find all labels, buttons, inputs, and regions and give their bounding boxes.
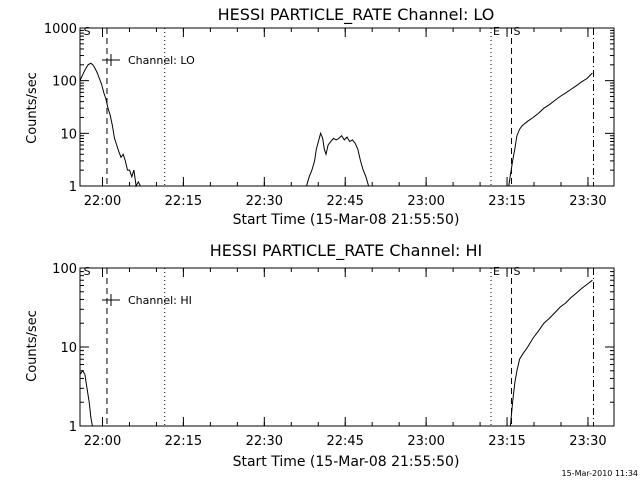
x-tick-label: 22:45 (326, 194, 363, 209)
x-tick-label: 22:00 (84, 434, 121, 449)
y-tick-label: 100 (52, 262, 77, 277)
series-line (79, 62, 593, 188)
series-line (79, 279, 593, 427)
event-marker-label: S (514, 25, 521, 38)
x-axis-label: Start Time (15-Mar-08 21:55:50) (233, 212, 460, 228)
x-tick-label: 23:00 (407, 194, 444, 209)
y-tick-label: 1000 (44, 22, 77, 37)
y-tick-label: 1 (69, 180, 77, 195)
x-tick-label: 23:30 (569, 434, 606, 449)
event-marker-label: S (84, 25, 91, 38)
plot-area: 1 10 100 22:00 22:15 22:30 22:45 23:00 23:15 23:3… (52, 262, 615, 449)
x-tick-label: 23:15 (488, 434, 525, 449)
panel-hi: HESSI PARTICLE_RATE Channel: HI Counts/s… (25, 241, 615, 470)
x-tick-label: 22:15 (165, 194, 202, 209)
event-marker-label: E (493, 265, 500, 278)
x-tick-label: 23:15 (488, 194, 525, 209)
x-tick-label: 22:00 (84, 194, 121, 209)
x-tick-label: 22:30 (246, 434, 283, 449)
event-marker-label: S (84, 265, 91, 278)
y-axis-label: Counts/sec (25, 310, 40, 382)
legend-label: Channel: HI (128, 294, 192, 307)
y-axis-label: Counts/sec (25, 72, 40, 144)
y-tick-label: 10 (60, 341, 77, 356)
event-marker-label: S (514, 265, 521, 278)
y-tick-label: 1 (69, 420, 77, 435)
x-axis-label: Start Time (15-Mar-08 21:55:50) (233, 454, 460, 470)
x-tick-label: 23:30 (569, 194, 606, 209)
footer-timestamp: 15-Mar-2010 11:34 (562, 469, 639, 478)
x-tick-label: 23:00 (407, 434, 444, 449)
x-tick-label: 22:45 (326, 434, 363, 449)
x-tick-label: 22:30 (246, 194, 283, 209)
chart-title: HESSI PARTICLE_RATE Channel: LO (218, 5, 495, 25)
y-tick-label: 10 (60, 127, 77, 142)
plot-area: 1 10 100 1000 22:00 22:15 22:30 22:45 23:00 23:15… (44, 22, 615, 209)
panel-lo: HESSI PARTICLE_RATE Channel: LO Counts/s… (25, 5, 615, 228)
legend-label: Channel: LO (128, 54, 195, 67)
chart-title: HESSI PARTICLE_RATE Channel: HI (210, 241, 483, 261)
event-marker-label: E (493, 25, 500, 38)
plot-frame (79, 267, 615, 427)
x-tick-label: 22:15 (165, 434, 202, 449)
y-tick-label: 100 (52, 75, 77, 90)
plot-frame (79, 27, 615, 187)
